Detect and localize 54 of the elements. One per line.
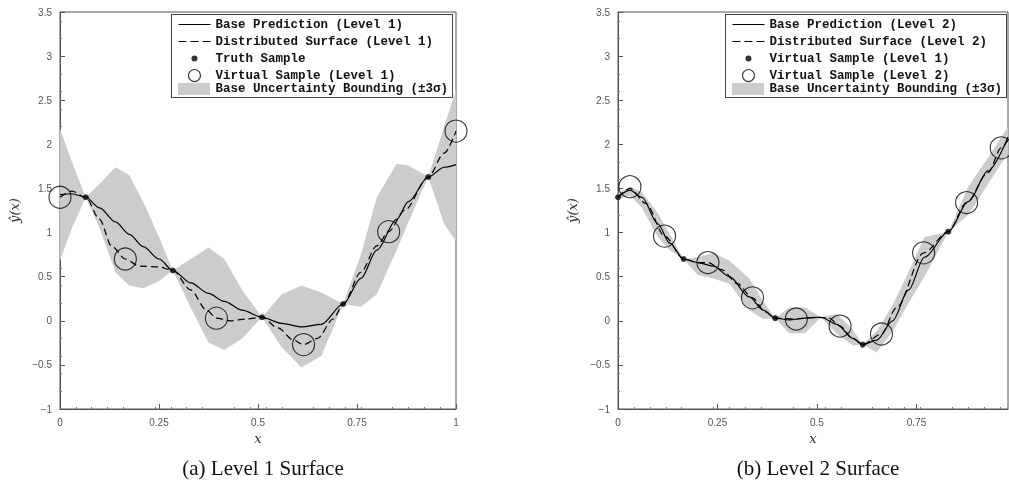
annotation: Base Uncertainty Bounding (±3σ) [215,82,449,96]
y-tick-label: 3.5 [38,6,53,18]
point [82,194,89,201]
legend-label: Distributed Surface (Level 2) [769,34,988,49]
x-tick-label: 0.25 [707,416,728,428]
point [680,256,687,263]
y-tick-label: 3.5 [596,6,611,18]
y-tick-label: 0.5 [596,271,611,283]
x-tick-label: 0.5 [251,416,266,428]
text: (b) Level 2 Surface [736,455,900,480]
y-tick-label: 3 [46,50,53,62]
x-tick-label: 0.25 [149,416,170,428]
y-tick-label: −0.5 [590,359,611,371]
point [169,267,176,274]
legend-label: Base Prediction (Level 1) [215,17,403,32]
y-tick-label: 2.5 [38,94,53,106]
y-tick-label: 2 [46,138,53,150]
legend-label: Virtual Sample (Level 1) [215,68,396,83]
x-tick-label: 1 [453,416,460,428]
y-tick-label: 1 [604,227,611,239]
y-axis-title: ŷ(x) [7,198,23,224]
y-tick-label: 0.5 [38,271,53,283]
point [340,301,347,308]
y-tick-label: −1 [598,403,611,415]
point [258,314,265,321]
point [425,173,432,180]
y-tick-label: 0 [604,315,611,327]
y-axis-title: ŷ(x) [565,198,581,224]
legend-label: Base Prediction (Level 2) [769,17,957,32]
y-tick-label: 0 [46,315,53,327]
legend-label: Distributed Surface (Level 1) [215,34,434,49]
x-axis-title: x [809,430,818,446]
y-tick-label: 1 [46,227,53,239]
y-tick-label: 1.5 [596,182,611,194]
x-tick-label: 0 [57,416,64,428]
legend-label: Virtual Sample (Level 1) [769,51,950,66]
y-tick-label: −1 [40,403,53,415]
text: (a) Level 1 Surface [182,455,344,480]
y-tick-label: 1.5 [38,182,53,194]
x-tick-label: 0.5 [810,416,825,428]
y-tick-label: 2 [604,138,611,150]
x-tick-label: 0.75 [906,416,927,428]
x-tick-label: 0 [615,416,622,428]
y-tick-label: 2.5 [596,94,611,106]
point [945,228,952,235]
point [859,341,866,348]
y-tick-label: −0.5 [32,359,53,371]
point [772,315,779,322]
legend-label: Virtual Sample (Level 2) [769,68,950,83]
y-tick-label: 3 [604,50,611,62]
x-axis-title: x [254,430,263,446]
legend-label: Truth Sample [215,51,306,66]
x-tick-label: 0.75 [347,416,368,428]
annotation: Base Uncertainty Bounding (±3σ) [769,82,1003,96]
